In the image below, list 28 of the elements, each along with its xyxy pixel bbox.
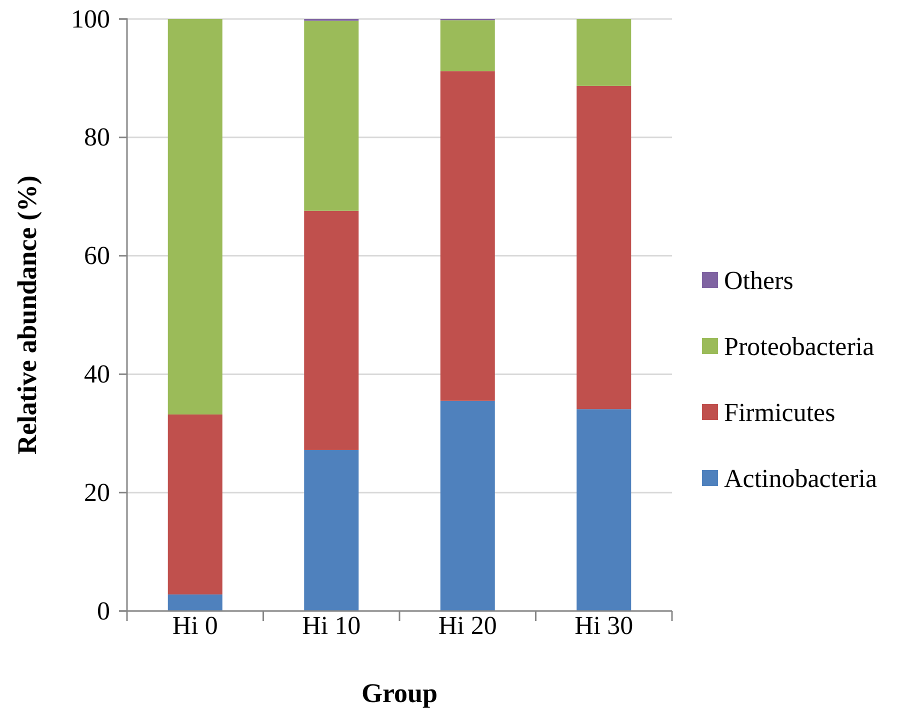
bar (168, 594, 222, 611)
legend-label: Others (724, 266, 794, 295)
bar (440, 20, 495, 72)
bar (576, 86, 632, 410)
bar (304, 210, 359, 450)
bar (168, 19, 222, 414)
bar (304, 450, 359, 611)
x-tick-label: Hi 30 (574, 611, 634, 640)
y-tick-label: 20 (84, 478, 110, 507)
x-tick-label: Hi 10 (302, 611, 361, 640)
y-tick-label: 40 (84, 360, 110, 389)
legend-label: Actinobacteria (724, 464, 878, 493)
y-tick-label: 100 (71, 4, 110, 34)
x-axis-title: Group (361, 678, 438, 708)
y-tick-label: 0 (97, 596, 110, 626)
bar (304, 20, 359, 211)
y-tick-label: 80 (84, 122, 110, 152)
y-axis-title: Relative abundance (%) (12, 176, 42, 454)
x-tick-label: Hi 0 (172, 611, 218, 640)
legend-label: Proteobacteria (724, 332, 875, 361)
bar (168, 414, 222, 594)
bar (440, 400, 495, 611)
bar (440, 71, 495, 401)
y-tick-label: 60 (84, 241, 110, 270)
bar (576, 409, 632, 611)
bar (576, 19, 632, 86)
x-tick-label: Hi 20 (438, 611, 497, 640)
legend-label: Firmicutes (724, 398, 836, 427)
